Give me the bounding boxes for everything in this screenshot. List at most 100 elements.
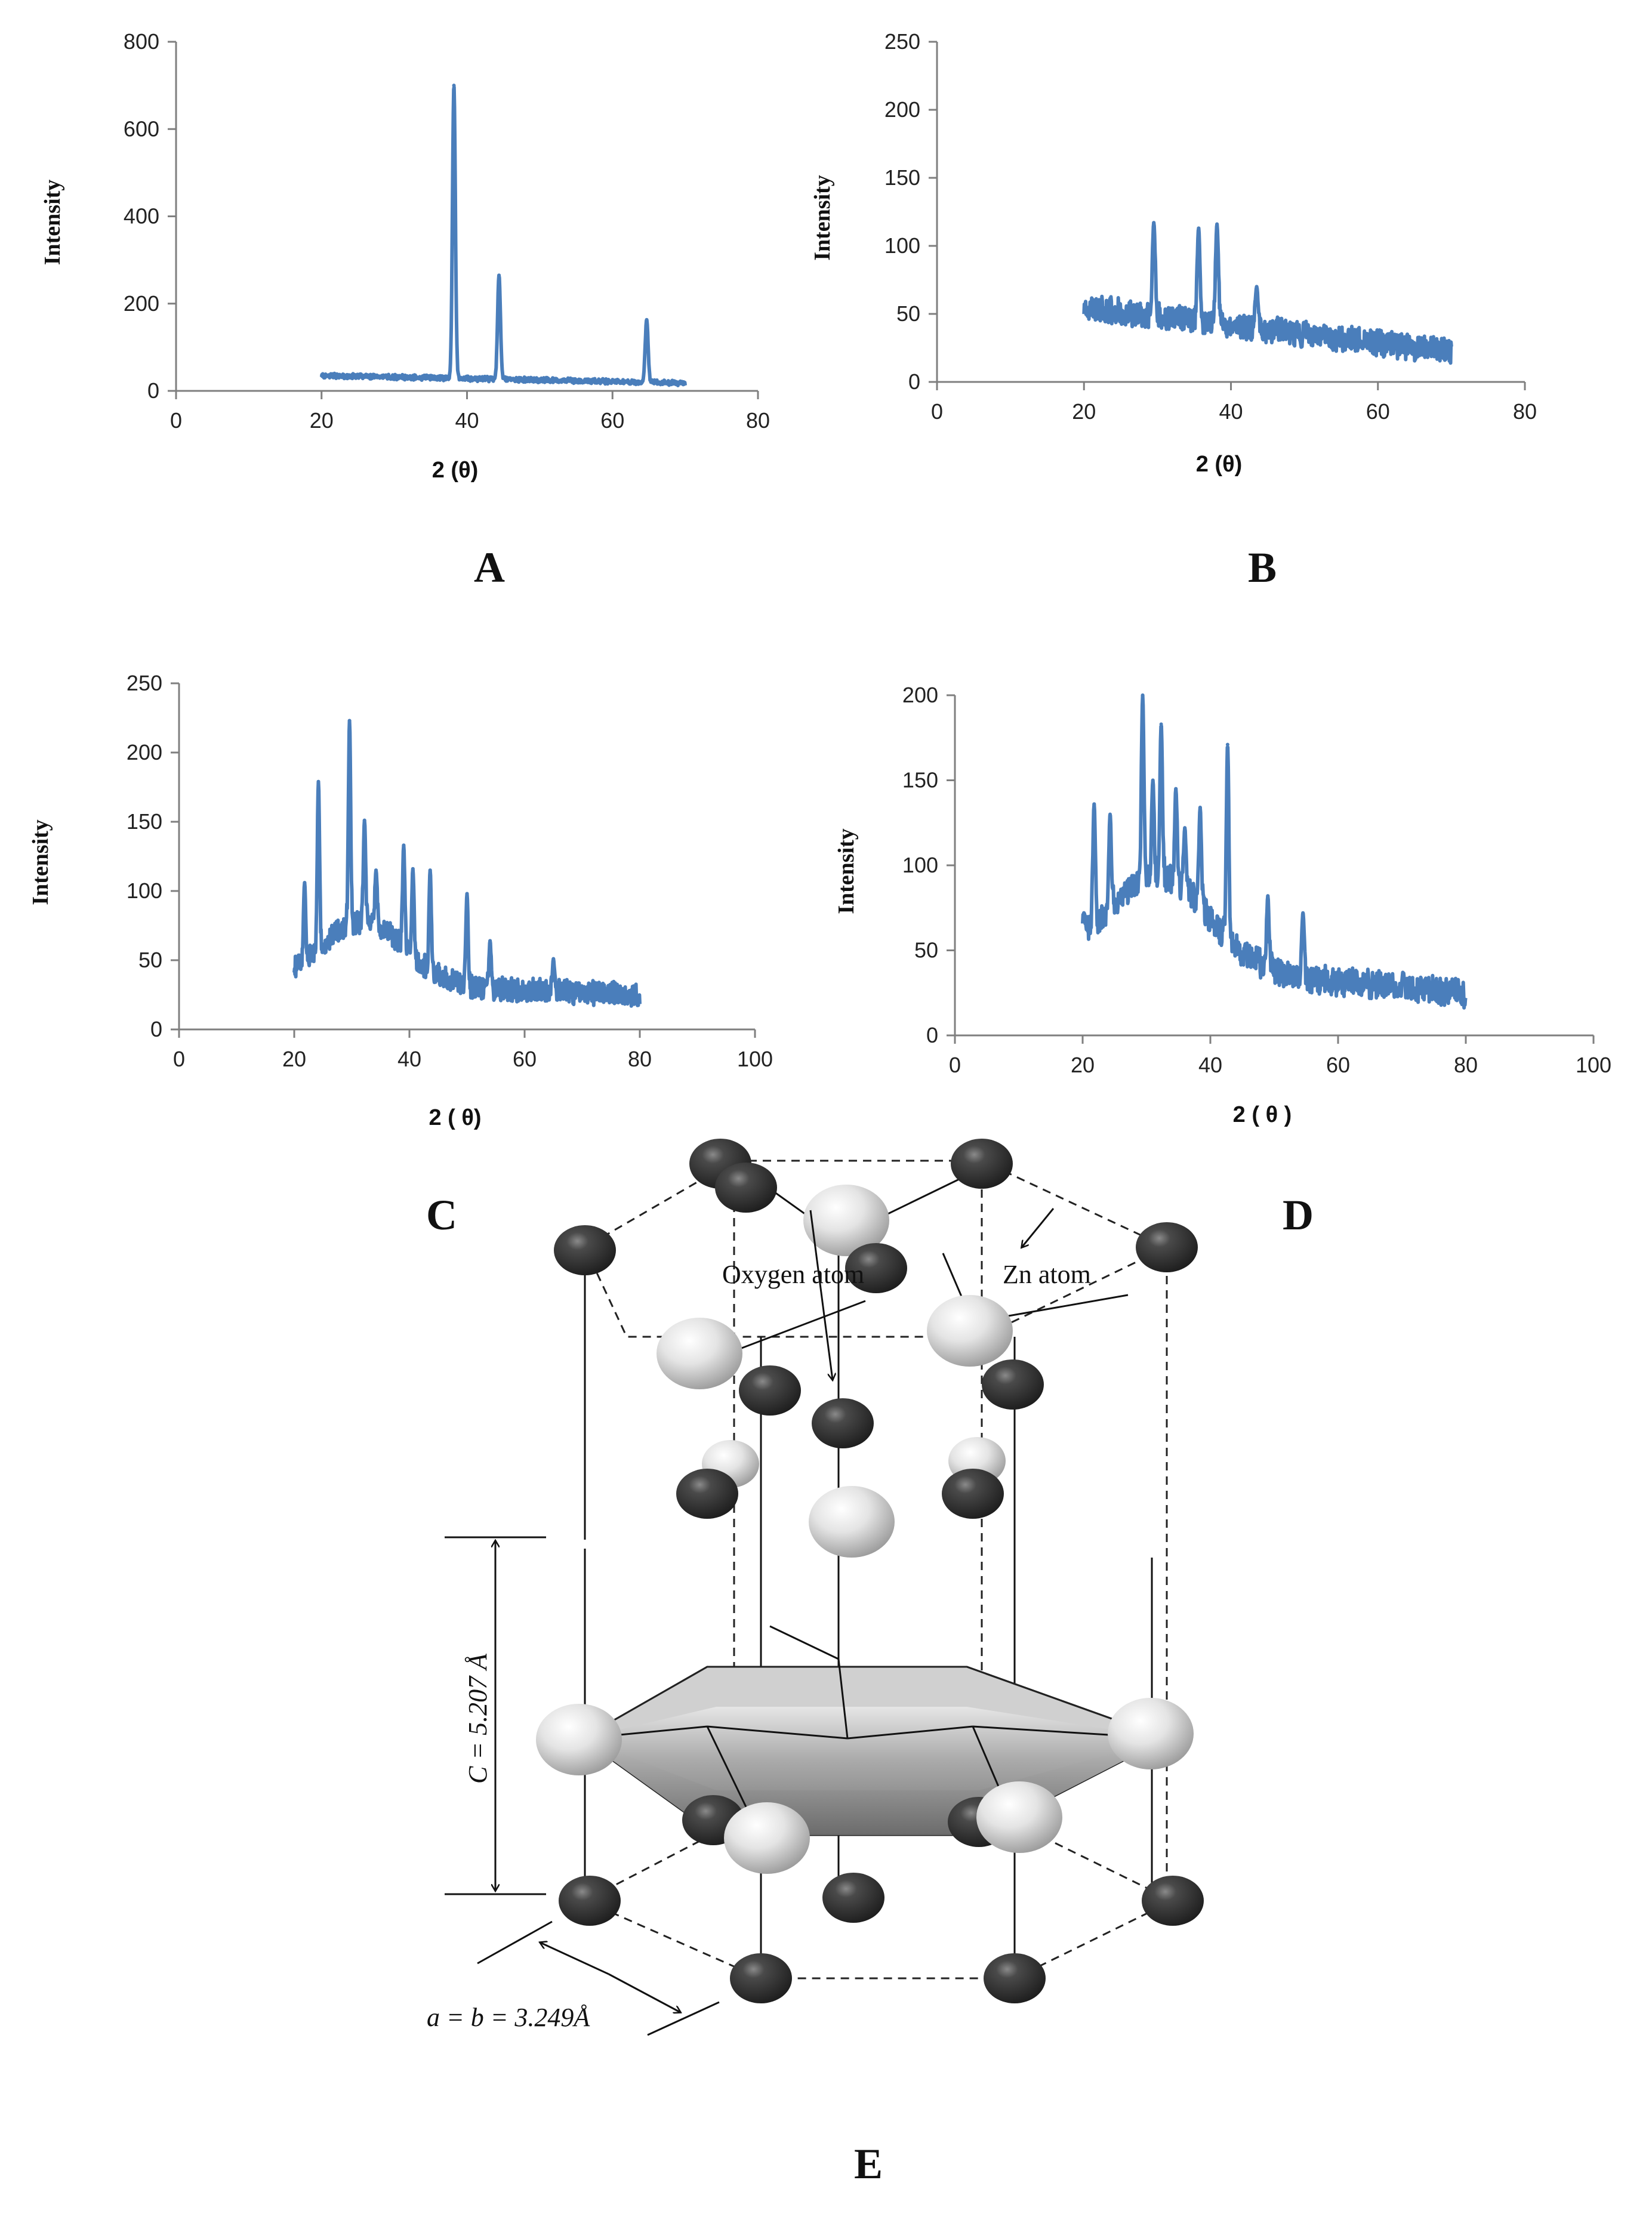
y-tick-label: 0 [926, 1023, 938, 1047]
zn-atom-bottom-right [1142, 1876, 1204, 1926]
x-tick-label: 100 [737, 1047, 773, 1071]
y-tick-label: 200 [902, 683, 938, 707]
peak-point [1255, 285, 1259, 289]
x-axis-label: 2 (θ) [1196, 452, 1243, 477]
zn-atom-mid-right [982, 1359, 1044, 1410]
y-tick-label: 200 [124, 291, 159, 316]
peak-point [402, 843, 406, 847]
peak-point [316, 779, 320, 784]
peak-point [428, 868, 432, 872]
y-tick-label: 100 [902, 853, 938, 877]
peak-point [497, 273, 501, 278]
y-tick-label: 150 [902, 768, 938, 793]
x-tick-label: 80 [746, 408, 770, 433]
a-dimension-left-tick [477, 1920, 553, 1965]
x-tick-label: 80 [1454, 1053, 1478, 1077]
zn-atom-top-front [715, 1163, 777, 1213]
x-tick-label: 60 [513, 1047, 537, 1071]
peak-point [1198, 806, 1202, 810]
series-line [1082, 221, 1453, 365]
y-tick-label: 150 [127, 809, 162, 834]
y-axis-label: Intensity [834, 828, 859, 914]
zn-atom-plane-left [676, 1469, 738, 1519]
peak-point [465, 892, 469, 896]
x-tick-label: 80 [628, 1047, 652, 1071]
zn-atom-bottom-front-left [730, 1953, 792, 2003]
y-tick-label: 50 [138, 948, 162, 972]
zn-atom-bottom-center [822, 1873, 884, 1923]
series-line [292, 719, 642, 1008]
peak-point [452, 84, 456, 88]
zn-atom-mid-center [812, 1398, 874, 1448]
oxygen-atom-mid-right [927, 1295, 1013, 1367]
peak-point [1092, 802, 1096, 806]
y-tick-label: 200 [884, 97, 920, 122]
peak-point [1215, 222, 1219, 226]
y-tick-label: 200 [127, 740, 162, 764]
oxygen-atom-right-edge [1108, 1698, 1194, 1769]
a-dimension-arrow-right [608, 1973, 680, 2012]
y-tick-label: 400 [124, 204, 159, 229]
x-tick-label: 100 [1576, 1053, 1611, 1077]
x-axis-label: 2 (θ) [432, 458, 479, 483]
peak-point [1174, 787, 1178, 791]
series-line [319, 85, 688, 387]
peak-point [551, 957, 556, 961]
y-axis-label: Intensity [40, 180, 65, 266]
y-axis-label: Intensity [810, 175, 835, 261]
zn-atom-label: Zn atom [1003, 1260, 1091, 1289]
oxygen-atom-mid-left [657, 1318, 742, 1389]
peak-point [1152, 221, 1156, 225]
x-tick-label: 40 [455, 408, 479, 433]
peak-point [1108, 812, 1112, 816]
zn-atom-bottom-left [559, 1876, 621, 1926]
y-tick-label: 0 [147, 378, 159, 403]
peak-point [1183, 826, 1187, 830]
a-dimension-arrow-left [540, 1942, 609, 1975]
x-tick-label: 40 [1219, 399, 1243, 424]
chart-panel-c: 0 50 100 150 200 250 0 20 40 60 80 100 2 ( θ) Intensi… [28, 671, 773, 1239]
x-tick-label: 0 [173, 1047, 185, 1071]
y-tick-label: 100 [127, 878, 162, 903]
y-tick-label: 0 [908, 369, 920, 394]
y-tick-label: 250 [884, 29, 920, 54]
x-tick-label: 80 [1513, 399, 1537, 424]
x-tick-label: 20 [1072, 399, 1096, 424]
y-tick-label: 800 [124, 29, 159, 54]
x-tick-label: 40 [397, 1047, 421, 1071]
zn-atom-plane-right [942, 1469, 1004, 1519]
a-dimension-right-tick [647, 2001, 720, 2036]
a-dimension-label: a = b = 3.249Å [427, 2003, 590, 2032]
peak-point [488, 939, 492, 943]
oxygen-atom-label: Oxygen atom [722, 1260, 864, 1289]
peak-point [1301, 911, 1305, 915]
peak-point [1225, 742, 1229, 747]
hexagonal-plane [580, 1666, 1169, 1836]
zn-atom-top-left [554, 1225, 616, 1275]
panel-label-a: A [474, 544, 505, 591]
oxygen-atom-front-left [724, 1802, 810, 1874]
x-tick-label: 0 [931, 399, 943, 424]
panel-label-e: E [854, 2140, 883, 2188]
oxygen-atom-center [809, 1486, 895, 1558]
panel-label-d: D [1283, 1191, 1314, 1239]
y-tick-label: 250 [127, 671, 162, 695]
y-tick-label: 600 [124, 116, 159, 141]
x-tick-label: 0 [949, 1053, 961, 1077]
oxygen-atom-left-edge [536, 1704, 622, 1775]
chart-panel-d: 0 50 100 150 200 0 20 40 60 80 100 2 ( θ ) Intensity… [834, 683, 1611, 1239]
peak-point [1151, 778, 1155, 782]
y-tick-label: 50 [914, 938, 938, 963]
peak-point [303, 881, 307, 885]
zn-atom-pointer [1022, 1208, 1055, 1247]
oxygen-atom-top [803, 1185, 889, 1256]
y-tick-label: 150 [884, 165, 920, 190]
peak-point [362, 818, 366, 822]
x-tick-label: 60 [1366, 399, 1390, 424]
chart-panel-b: 0 50 100 150 200 250 0 20 40 60 80 2 (θ) Intensity B [810, 29, 1537, 591]
y-tick-label: 0 [150, 1017, 162, 1041]
y-axis-label: Intensity [28, 819, 53, 905]
peak-point [1197, 226, 1201, 230]
x-tick-label: 40 [1198, 1053, 1222, 1077]
